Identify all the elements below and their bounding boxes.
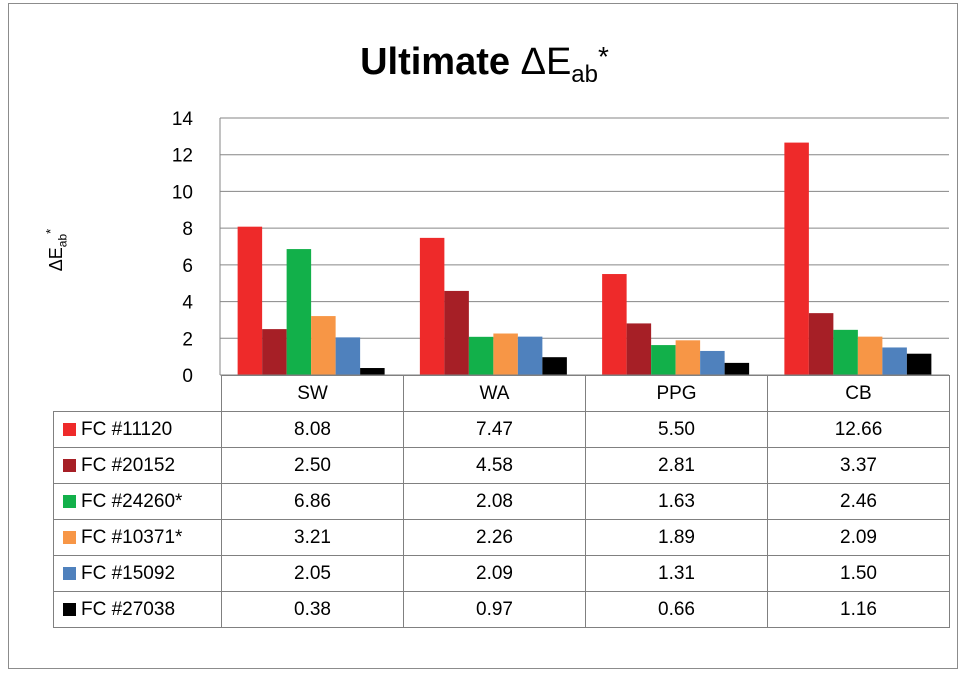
series-name: FC #15092 — [81, 562, 176, 584]
data-label: 4.58 — [403, 447, 586, 484]
legend-swatch — [63, 458, 76, 472]
bar — [468, 336, 494, 375]
data-label: 1.50 — [767, 555, 950, 592]
legend-entry: FC #10371* — [53, 519, 222, 556]
series-name: FC #24260* — [81, 490, 183, 512]
data-label: 2.08 — [403, 483, 586, 520]
table-header-row: SW WA PPG CB — [53, 375, 950, 412]
chart-frame — [8, 3, 958, 669]
x-tick-label: SW — [221, 375, 404, 412]
bar — [517, 336, 543, 375]
y-tick-label: 6 — [182, 256, 193, 277]
table-row: FC #27038 0.38 0.97 0.66 1.16 — [53, 591, 950, 628]
bar — [311, 316, 336, 375]
bar — [675, 340, 701, 375]
bar — [286, 249, 312, 375]
table-row: FC #10371* 3.21 2.26 1.89 2.09 — [53, 519, 950, 556]
table-row: FC #11120 8.08 7.47 5.50 12.66 — [53, 411, 950, 448]
y-tick-label: 8 — [182, 219, 193, 240]
bar — [882, 347, 907, 375]
data-label: 8.08 — [221, 411, 404, 448]
data-label: 1.89 — [585, 519, 768, 556]
series-name: FC #27038 — [81, 598, 176, 620]
data-label: 1.63 — [585, 483, 768, 520]
bar — [784, 142, 809, 375]
data-label: 12.66 — [767, 411, 950, 448]
legend-swatch — [63, 494, 76, 508]
data-label: 2.46 — [767, 483, 950, 520]
y-tick-label: 14 — [172, 109, 194, 130]
legend-swatch — [63, 566, 76, 580]
y-tick-label: 4 — [182, 293, 193, 314]
bar — [444, 290, 469, 375]
bar — [906, 353, 932, 375]
legend-entry: FC #15092 — [53, 555, 222, 592]
bar — [651, 345, 676, 375]
data-label: 1.31 — [585, 555, 768, 592]
legend-entry: FC #24260* — [53, 483, 222, 520]
data-label: 0.66 — [585, 591, 768, 628]
data-label: 2.09 — [767, 519, 950, 556]
data-label: 5.50 — [585, 411, 768, 448]
bar — [237, 226, 263, 375]
legend-swatch — [63, 422, 76, 436]
y-tick-label: 10 — [172, 182, 193, 203]
legend-swatch — [63, 530, 76, 544]
data-label: 2.26 — [403, 519, 586, 556]
bar — [335, 337, 361, 375]
table-corner — [53, 375, 222, 412]
data-label: 3.37 — [767, 447, 950, 484]
bar — [857, 336, 883, 375]
chart-title: Ultimate ΔEab* — [360, 41, 609, 88]
data-label: 2.81 — [585, 447, 768, 484]
bar — [626, 323, 652, 375]
data-table: SW WA PPG CB FC #11120 8.08 7.47 5.50 12.66 FC #… — [53, 375, 950, 628]
bar — [724, 362, 750, 375]
series-name: FC #20152 — [81, 454, 176, 476]
y-tick-label: 12 — [172, 146, 193, 167]
bar — [419, 237, 445, 375]
bar — [542, 357, 567, 375]
y-tick-label: 2 — [182, 329, 193, 350]
data-label: 0.38 — [221, 591, 404, 628]
series-name: FC #11120 — [81, 418, 173, 440]
x-tick-label: CB — [767, 375, 950, 412]
bar — [808, 313, 834, 375]
bar — [493, 333, 518, 375]
series-name: FC #10371* — [81, 526, 183, 548]
table-row: FC #15092 2.05 2.09 1.31 1.50 — [53, 555, 950, 592]
data-label: 7.47 — [403, 411, 586, 448]
table-row: FC #24260* 6.86 2.08 1.63 2.46 — [53, 483, 950, 520]
bar — [262, 329, 287, 375]
bar — [360, 368, 385, 375]
x-tick-label: WA — [403, 375, 586, 412]
table-row: FC #20152 2.50 4.58 2.81 3.37 — [53, 447, 950, 484]
data-label: 1.16 — [767, 591, 950, 628]
table-body: FC #11120 8.08 7.47 5.50 12.66 FC #20152 2.50 4… — [53, 411, 950, 628]
data-label: 2.09 — [403, 555, 586, 592]
legend-entry: FC #11120 — [53, 411, 222, 448]
data-label: 2.50 — [221, 447, 404, 484]
legend-entry: FC #27038 — [53, 591, 222, 628]
data-label: 2.05 — [221, 555, 404, 592]
legend-entry: FC #20152 — [53, 447, 222, 484]
bar — [700, 350, 725, 375]
data-label: 0.97 — [403, 591, 586, 628]
data-label: 3.21 — [221, 519, 404, 556]
bar — [833, 329, 858, 375]
x-tick-label: PPG — [585, 375, 768, 412]
bar — [602, 274, 627, 375]
legend-swatch — [63, 602, 76, 616]
data-label: 6.86 — [221, 483, 404, 520]
